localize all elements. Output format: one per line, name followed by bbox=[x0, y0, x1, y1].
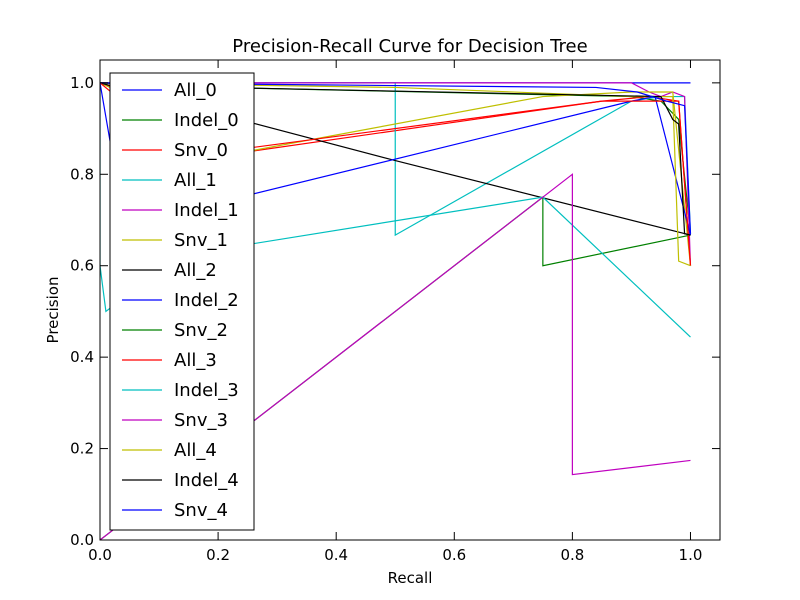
legend-label: Indel_0 bbox=[174, 110, 239, 131]
x-tick-label: 0.8 bbox=[560, 546, 584, 564]
x-tick-label: 0.4 bbox=[324, 546, 348, 564]
legend-label: All_3 bbox=[174, 350, 217, 371]
y-tick-label: 0.4 bbox=[70, 348, 94, 366]
y-tick-label: 0.6 bbox=[70, 257, 94, 275]
legend-label: Snv_3 bbox=[174, 410, 228, 431]
x-tick-label: 0.2 bbox=[206, 546, 230, 564]
y-tick-label: 1.0 bbox=[70, 74, 94, 92]
x-axis-label: Recall bbox=[388, 569, 433, 587]
legend-label: Snv_4 bbox=[174, 500, 228, 521]
series-line-snv-4 bbox=[100, 82, 692, 234]
legend-label: All_0 bbox=[174, 80, 217, 101]
y-tick-label: 0.8 bbox=[70, 165, 94, 183]
x-tick-label: 0.6 bbox=[442, 546, 466, 564]
series-line-snv-3 bbox=[100, 173, 691, 540]
legend-label: All_4 bbox=[174, 440, 217, 461]
y-tick-label: 0.2 bbox=[70, 440, 94, 458]
legend-label: Indel_1 bbox=[174, 200, 239, 221]
legend-label: All_2 bbox=[174, 260, 217, 281]
legend-label: All_1 bbox=[174, 170, 217, 191]
legend-label: Indel_3 bbox=[174, 380, 239, 401]
plot-frame bbox=[99, 59, 721, 541]
legend-label: Indel_2 bbox=[174, 290, 239, 311]
legend-label: Snv_0 bbox=[174, 140, 228, 161]
y-axis-label: Precision bbox=[44, 277, 62, 344]
y-tick-label: 0.0 bbox=[70, 531, 94, 549]
legend-label: Indel_4 bbox=[174, 470, 239, 491]
legend-box bbox=[109, 72, 255, 531]
x-tick-label: 1.0 bbox=[679, 546, 703, 564]
x-tick-label: 0.0 bbox=[88, 546, 112, 564]
legend-label: Snv_1 bbox=[174, 230, 228, 251]
legend-label: Snv_2 bbox=[174, 320, 228, 341]
chart-title: Precision-Recall Curve for Decision Tree bbox=[232, 36, 587, 57]
